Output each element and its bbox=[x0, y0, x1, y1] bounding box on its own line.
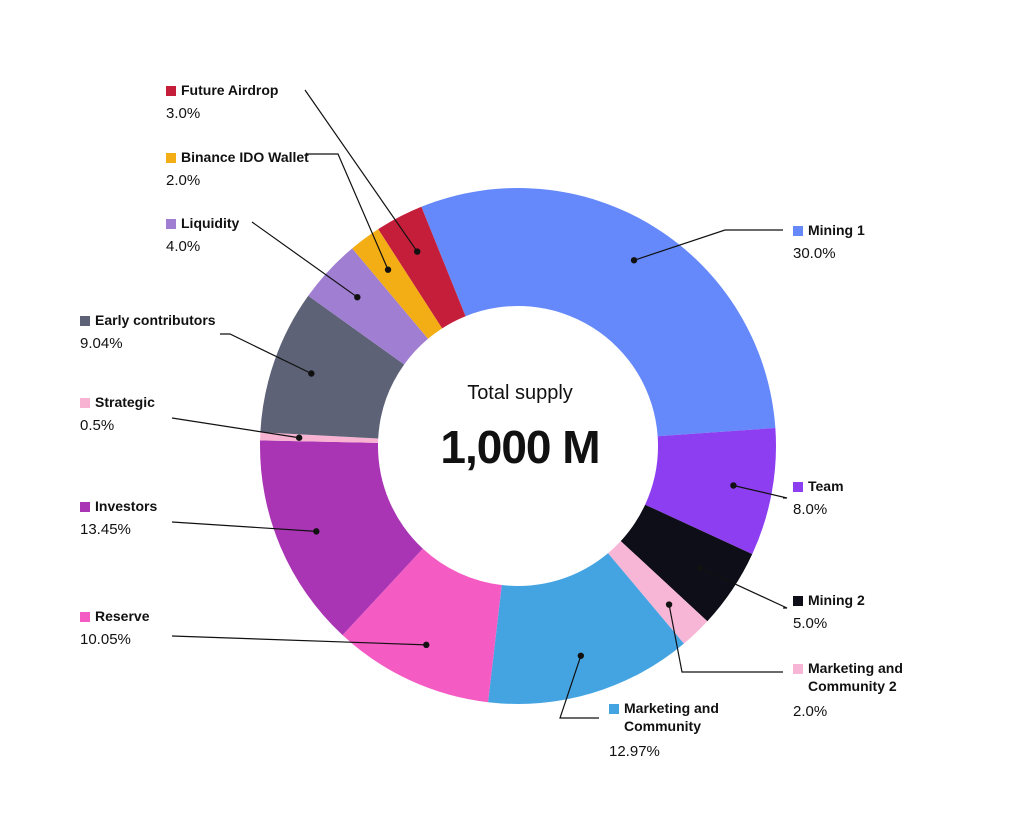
slice-binance-ido-wallet bbox=[352, 229, 443, 339]
slice-investors bbox=[259, 440, 423, 636]
legend-label-strategic: Strategic bbox=[80, 393, 155, 411]
leader-line-marketing-and-community bbox=[559, 655, 599, 719]
legend-swatch bbox=[793, 596, 803, 606]
slice-reserve bbox=[342, 548, 502, 703]
legend-swatch bbox=[80, 398, 90, 408]
slice-marketing-and-community bbox=[488, 553, 684, 704]
legend-swatch bbox=[166, 86, 176, 96]
legend-value-marketing-and-community-2: 2.0% bbox=[793, 703, 828, 720]
legend-text: Reserve bbox=[95, 608, 150, 624]
legend-value-reserve: 10.05% bbox=[80, 631, 131, 648]
legend-value-mining-1: 30.0% bbox=[793, 245, 836, 262]
legend-value-investors: 13.45% bbox=[80, 521, 131, 538]
legend-swatch bbox=[793, 482, 803, 492]
legend-swatch bbox=[80, 612, 90, 622]
legend-swatch bbox=[80, 502, 90, 512]
leader-line-marketing-and-community-2 bbox=[668, 604, 783, 673]
legend-value-future-airdrop: 3.0% bbox=[166, 105, 201, 122]
legend-text: Early contributors bbox=[95, 312, 216, 328]
leader-line-early-contributors bbox=[220, 333, 312, 375]
legend-label-investors: Investors bbox=[80, 497, 157, 515]
legend-swatch bbox=[793, 664, 803, 674]
slice-mining-1 bbox=[421, 188, 776, 437]
legend-value-team: 8.0% bbox=[793, 501, 828, 518]
legend-text: Liquidity bbox=[181, 215, 240, 231]
legend-text: Mining 2 bbox=[808, 592, 865, 608]
leader-line-mining-2 bbox=[699, 567, 788, 609]
legend-label-marketing-and-community-2: Marketing and Community 2 bbox=[793, 659, 903, 695]
legend-label-future-airdrop: Future Airdrop bbox=[166, 81, 278, 99]
legend-swatch bbox=[166, 219, 176, 229]
legend-swatch bbox=[609, 704, 619, 714]
legend-label-early-contributors: Early contributors bbox=[80, 311, 216, 329]
legend-text: Marketing and Community 2 bbox=[808, 660, 903, 694]
center-total-value: 1,000 M bbox=[440, 421, 600, 473]
legend-swatch bbox=[793, 226, 803, 236]
legend-value-binance-ido-wallet: 2.0% bbox=[166, 172, 201, 189]
slice-team bbox=[645, 427, 776, 555]
slice-future-airdrop bbox=[378, 206, 466, 329]
leader-line-future-airdrop bbox=[304, 89, 418, 252]
legend-text: Mining 1 bbox=[808, 222, 865, 238]
legend-value-liquidity: 4.0% bbox=[166, 238, 201, 255]
legend-value-marketing-and-community: 12.97% bbox=[609, 743, 660, 760]
slice-mining-2 bbox=[620, 504, 753, 622]
legend-text: Investors bbox=[95, 498, 158, 514]
center-subtitle: Total supply bbox=[467, 382, 573, 404]
leader-line-team bbox=[733, 484, 788, 499]
legend-swatch bbox=[166, 153, 176, 163]
slice-liquidity bbox=[308, 248, 429, 365]
slice-marketing-and-community-2 bbox=[608, 541, 708, 644]
legend-label-binance-ido-wallet: Binance IDO Wallet bbox=[166, 148, 309, 166]
leader-line-mining-1 bbox=[633, 229, 783, 261]
legend-label-team: Team bbox=[793, 477, 844, 495]
legend-value-early-contributors: 9.04% bbox=[80, 335, 123, 352]
legend-label-mining-1: Mining 1 bbox=[793, 221, 865, 239]
slice-strategic bbox=[260, 432, 379, 443]
legend-label-liquidity: Liquidity bbox=[166, 214, 239, 232]
legend-value-strategic: 0.5% bbox=[80, 417, 115, 434]
legend-text: Strategic bbox=[95, 394, 155, 410]
legend-text: Marketing and Community bbox=[624, 700, 719, 734]
legend-text: Team bbox=[808, 478, 844, 494]
legend-swatch bbox=[80, 316, 90, 326]
legend-text: Future Airdrop bbox=[181, 82, 279, 98]
leader-line-investors bbox=[171, 521, 317, 532]
legend-label-mining-2: Mining 2 bbox=[793, 591, 865, 609]
legend-label-reserve: Reserve bbox=[80, 607, 150, 625]
slice-early-contributors bbox=[260, 295, 405, 439]
legend-text: Binance IDO Wallet bbox=[181, 149, 309, 165]
leader-line-strategic bbox=[171, 417, 300, 439]
legend-label-marketing-and-community: Marketing and Community bbox=[609, 699, 719, 735]
legend-value-mining-2: 5.0% bbox=[793, 615, 828, 632]
leader-line-liquidity bbox=[251, 221, 358, 298]
leader-line-binance-ido-wallet bbox=[306, 153, 389, 270]
leader-line-reserve bbox=[171, 635, 427, 646]
